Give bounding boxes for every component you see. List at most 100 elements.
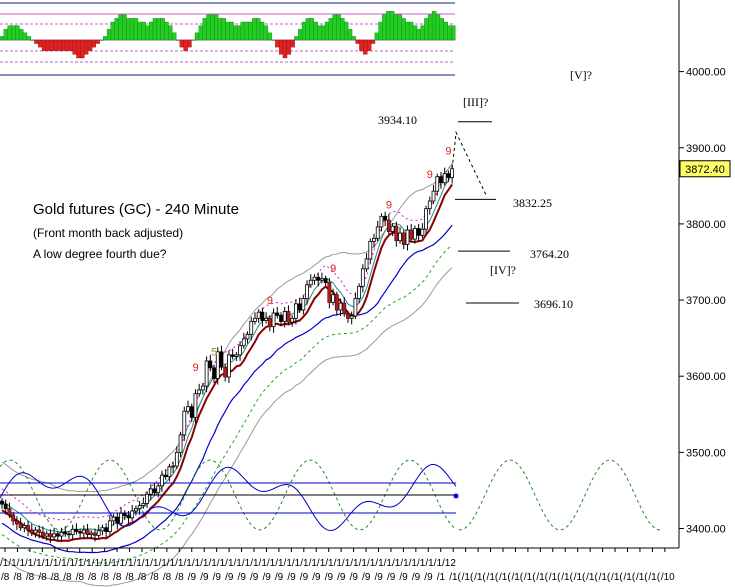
candle-body: [212, 367, 216, 379]
candle: [394, 221, 399, 247]
candle: [174, 446, 179, 470]
oscillator-bar: [347, 29, 353, 41]
candle: [212, 364, 216, 384]
x-tick-label: /1(: [511, 572, 523, 583]
oscillator-bar: [248, 21, 253, 41]
candle-body: [360, 268, 365, 287]
candle-body: [271, 312, 276, 328]
candle: [316, 272, 321, 287]
candle-body: [137, 505, 142, 510]
x-tick-label: /9: [200, 572, 209, 583]
oscillator-bar: [324, 21, 330, 41]
candle-down-highlight: [19, 523, 23, 528]
oscillator-bar: [240, 21, 246, 41]
candle: [297, 297, 302, 313]
candle: [346, 310, 350, 323]
candle-body: [305, 284, 309, 299]
candle-down-highlight: [93, 533, 97, 536]
x-tick-label: /9: [275, 572, 284, 583]
oscillator-bar: [378, 21, 383, 41]
candle: [427, 196, 432, 215]
oscillator-bar: [80, 39, 85, 59]
candle-down-highlight: [48, 533, 52, 537]
candle: [148, 484, 153, 501]
candle-body: [260, 311, 265, 322]
oscillator-bar: [72, 39, 77, 55]
candle-body: [104, 527, 109, 532]
candle-body: [431, 190, 436, 202]
oscillator-bar: [49, 39, 54, 51]
oscillator-bar: [447, 25, 452, 41]
x-tick-label: /1(: [536, 572, 548, 583]
candle-body: [405, 229, 410, 245]
candle-body: [450, 168, 455, 178]
candle-down-highlight: [37, 530, 41, 533]
candle: [81, 525, 86, 540]
x-tick-label: /8: [38, 572, 47, 583]
oscillator-bar: [301, 21, 307, 41]
candle: [134, 505, 138, 516]
x-tick-label: /1(: [574, 572, 586, 583]
oscillator-bar: [30, 39, 35, 41]
y-axis: 4000.00 3900.00 3800.00 3700.00 3600.00 3500.…: [679, 67, 726, 536]
oscillator-bar: [340, 18, 345, 41]
oscillator-bar: [229, 21, 234, 41]
x-tick-label: /9: [225, 572, 234, 583]
oscillator-bar: [328, 18, 334, 41]
candle: [364, 252, 369, 272]
x-tick-label: /9: [362, 572, 371, 583]
last-price-label: 3872.40: [685, 164, 725, 176]
candle: [267, 315, 272, 332]
candle-body: [446, 173, 451, 178]
oscillator-bar: [64, 39, 70, 51]
candle: [11, 511, 16, 526]
candle-body: [357, 285, 362, 299]
oscillator-bar: [22, 32, 28, 41]
y-tick-label: 3800.00: [686, 219, 726, 231]
candle-down-highlight: [26, 525, 30, 531]
cycle-oscillator-line: [0, 463, 457, 532]
candle-body: [245, 333, 250, 340]
candle-body: [215, 351, 220, 379]
candle: [383, 211, 388, 227]
candle-body: [234, 354, 239, 357]
candle: [41, 526, 45, 540]
candle-body: [152, 488, 157, 494]
candle: [156, 482, 161, 498]
candle: [104, 523, 109, 538]
oscillator-bar: [110, 21, 116, 41]
oscillator-bar: [194, 32, 200, 41]
candle: [18, 517, 23, 531]
oscillator-bar: [355, 39, 360, 44]
oscillator-bar: [133, 18, 139, 41]
x-tick-label: /9: [262, 572, 271, 583]
candle: [338, 298, 343, 317]
candle: [431, 185, 436, 205]
x-tick-label: /8: [51, 572, 60, 583]
candle: [286, 305, 291, 326]
candle: [260, 307, 265, 327]
oscillator-bar: [233, 25, 238, 41]
candle-body: [193, 393, 198, 418]
oscillator-bar: [61, 39, 66, 51]
candle: [59, 527, 64, 543]
candle-down-highlight: [335, 294, 339, 310]
candle: [264, 312, 269, 324]
oscillator-bar: [118, 14, 123, 41]
oscillator-bar: [366, 39, 372, 51]
candle-down-highlight: [30, 530, 34, 534]
oscillator-bar: [175, 39, 181, 41]
candle: [208, 354, 213, 371]
candle: [189, 403, 194, 422]
x-tick-label: /8: [126, 572, 135, 583]
candle-body: [398, 232, 402, 242]
oscillator-bar: [408, 21, 414, 41]
y-tick-label: 3400.00: [686, 524, 726, 536]
candle-body: [241, 338, 246, 347]
cycle-current-point: [453, 493, 459, 499]
td-count-label: 5: [211, 347, 217, 359]
candle: [44, 530, 49, 541]
x-tick-label: /8: [63, 572, 72, 583]
x-tick-row-top: /1/1/1/1/1/1/1/1/1/1/1/1/1/1/1/1/1/1/1/1…: [0, 558, 456, 569]
oscillator-bar: [0, 36, 5, 41]
